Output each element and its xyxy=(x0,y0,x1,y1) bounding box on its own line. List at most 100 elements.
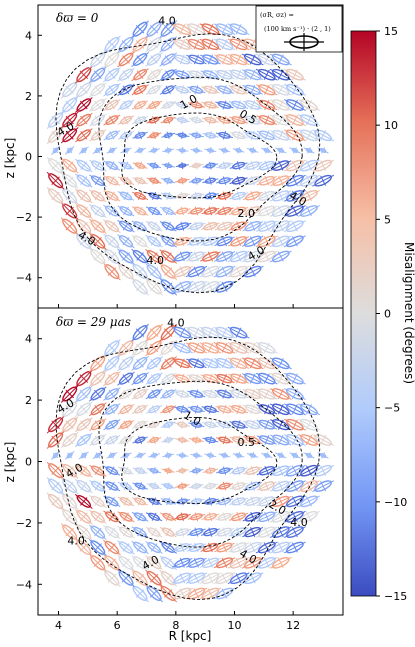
velocity-ellipse xyxy=(88,524,107,540)
velocity-ellipse xyxy=(229,130,248,140)
velocity-ellipse xyxy=(215,131,234,140)
velocity-ellipse xyxy=(159,249,178,264)
velocity-ellipse xyxy=(64,451,75,460)
velocity-ellipse xyxy=(173,206,191,216)
velocity-ellipse xyxy=(200,527,220,537)
velocity-ellipse xyxy=(228,373,249,384)
velocity-ellipse xyxy=(213,326,236,339)
velocity-ellipse xyxy=(175,467,189,475)
velocity-ellipse xyxy=(159,372,177,385)
velocity-ellipse xyxy=(159,323,178,342)
velocity-ellipse xyxy=(148,451,160,459)
velocity-ellipse xyxy=(60,187,79,205)
velocity-ellipse xyxy=(171,23,194,36)
velocity-ellipse xyxy=(88,247,107,266)
velocity-ellipse xyxy=(188,436,204,444)
colorbar-tick-label: −10 xyxy=(384,496,407,509)
velocity-ellipse xyxy=(312,434,335,446)
velocity-ellipse xyxy=(261,452,273,459)
velocity-ellipse xyxy=(188,482,204,491)
velocity-ellipse xyxy=(131,339,149,357)
velocity-ellipse xyxy=(88,553,107,572)
velocity-ellipse xyxy=(201,100,220,110)
velocity-ellipse xyxy=(218,451,231,459)
velocity-ellipse xyxy=(145,372,163,385)
velocity-ellipse xyxy=(218,146,231,154)
velocity-ellipse xyxy=(283,68,306,81)
velocity-ellipse xyxy=(145,68,163,81)
velocity-ellipse xyxy=(103,419,121,431)
y-tick-label: −4 xyxy=(16,272,32,285)
velocity-ellipse xyxy=(103,114,121,126)
velocity-ellipse xyxy=(289,452,301,459)
velocity-ellipse xyxy=(269,205,292,217)
velocity-ellipse xyxy=(242,84,264,95)
velocity-ellipse xyxy=(60,96,79,114)
velocity-ellipse xyxy=(159,541,177,554)
velocity-ellipse xyxy=(298,159,320,172)
velocity-ellipse xyxy=(227,250,250,263)
velocity-ellipse xyxy=(204,146,217,154)
velocity-ellipse xyxy=(283,99,306,111)
velocity-ellipse xyxy=(134,147,146,154)
velocity-ellipse xyxy=(46,171,65,190)
velocity-ellipse xyxy=(131,372,149,386)
velocity-ellipse xyxy=(159,235,177,248)
velocity-ellipse xyxy=(229,115,248,125)
velocity-ellipse xyxy=(172,236,193,247)
velocity-ellipse xyxy=(88,98,107,112)
velocity-ellipse xyxy=(103,510,121,524)
velocity-ellipse xyxy=(202,131,219,140)
velocity-ellipse xyxy=(88,509,107,524)
velocity-ellipse xyxy=(145,339,163,357)
velocity-ellipse xyxy=(189,161,204,170)
velocity-ellipse xyxy=(269,235,292,248)
contour-line xyxy=(98,76,303,242)
velocity-ellipse xyxy=(60,477,79,495)
velocity-ellipse xyxy=(145,569,163,587)
velocity-ellipse xyxy=(176,146,189,154)
velocity-ellipse xyxy=(172,373,192,384)
velocity-ellipse xyxy=(246,452,259,459)
velocity-ellipse xyxy=(187,206,206,216)
velocity-ellipse xyxy=(131,584,149,603)
velocity-ellipse xyxy=(283,372,306,385)
velocity-ellipse xyxy=(117,99,135,111)
velocity-ellipse xyxy=(74,65,93,84)
velocity-ellipse xyxy=(229,420,248,430)
velocity-ellipse xyxy=(88,370,107,387)
contour-label: 4.0 xyxy=(167,316,185,329)
y-tick-label: 4 xyxy=(25,29,32,42)
velocity-ellipse xyxy=(117,403,135,415)
panel-bottom-xticks: 4 6 8 10 12 xyxy=(55,611,300,632)
panel-bottom-ylabel: z [kpc] xyxy=(3,442,17,483)
velocity-ellipse xyxy=(160,100,177,110)
velocity-ellipse xyxy=(171,326,194,339)
velocity-ellipse xyxy=(103,403,121,416)
velocity-ellipse xyxy=(51,145,61,155)
velocity-ellipse xyxy=(146,100,163,110)
velocity-ellipse xyxy=(145,36,163,53)
velocity-ellipse xyxy=(103,219,121,234)
velocity-ellipse xyxy=(174,116,191,125)
velocity-ellipse xyxy=(74,203,93,219)
x-tick-label: 8 xyxy=(172,619,179,632)
colorbar-tick-label: 10 xyxy=(384,119,398,132)
velocity-ellipse xyxy=(131,355,149,371)
velocity-ellipse xyxy=(132,436,148,444)
velocity-ellipse xyxy=(201,389,220,399)
velocity-ellipse xyxy=(145,388,163,400)
y-tick-label: 0 xyxy=(25,151,32,164)
velocity-ellipse xyxy=(242,388,264,400)
velocity-ellipse xyxy=(145,356,163,371)
velocity-ellipse xyxy=(213,357,236,369)
velocity-ellipse xyxy=(145,249,163,264)
velocity-ellipse xyxy=(186,542,207,553)
velocity-ellipse xyxy=(185,326,208,339)
velocity-ellipse xyxy=(60,127,79,144)
velocity-ellipse xyxy=(270,434,292,446)
velocity-ellipse xyxy=(200,542,221,553)
velocity-ellipse xyxy=(88,50,107,69)
velocity-ellipse xyxy=(186,358,207,369)
velocity-ellipse xyxy=(103,525,121,540)
